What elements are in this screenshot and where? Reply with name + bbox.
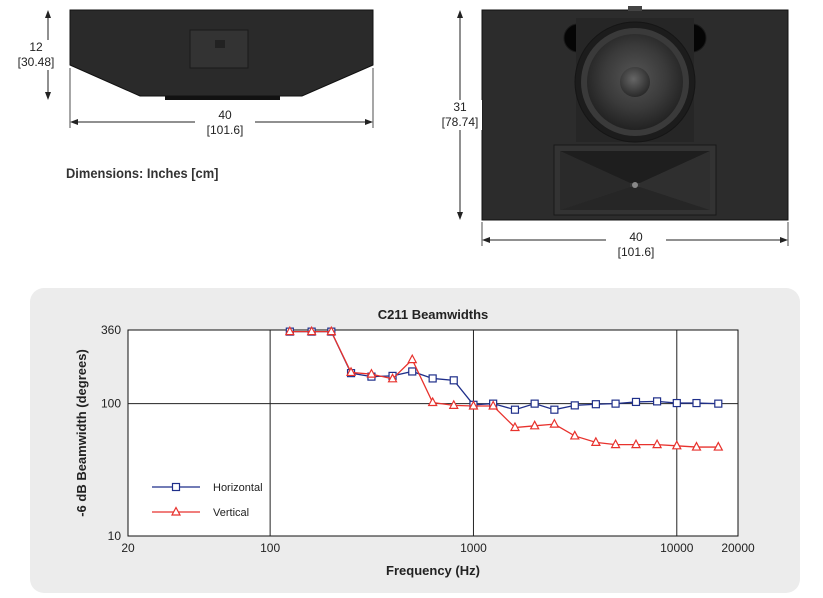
- data-point-horizontal: [591, 400, 600, 409]
- data-point-horizontal: [692, 398, 701, 408]
- series-line-horizontal: [289, 330, 719, 411]
- top-view-height-cm: [30.48]: [17, 55, 55, 69]
- front-view-top-handle: [628, 6, 642, 11]
- series-vertical: [284, 325, 724, 451]
- x-tick-label: 20: [121, 541, 135, 555]
- data-point-vertical: [448, 399, 459, 409]
- top-view-svg: [45, 9, 374, 128]
- data-point-vertical: [590, 436, 601, 446]
- data-point-horizontal: [714, 399, 723, 408]
- data-point-vertical: [488, 400, 499, 410]
- top-view-height-inches: 12: [29, 40, 43, 54]
- data-point-vertical: [610, 438, 621, 449]
- legend-marker-vertical: [171, 506, 181, 516]
- y-tick-label: 10: [108, 529, 122, 543]
- data-point-vertical: [529, 420, 540, 430]
- front-view-horn-side-right: [640, 151, 710, 210]
- front-view-height-arrow-top: [457, 10, 463, 18]
- data-point-horizontal: [570, 401, 579, 410]
- data-point-vertical: [427, 396, 438, 407]
- y-tick-label: 360: [101, 323, 121, 337]
- top-view-height-arrow-bottom: [45, 92, 51, 100]
- data-point-horizontal: [428, 374, 437, 383]
- data-point-vertical: [306, 325, 317, 336]
- data-point-horizontal: [652, 397, 662, 406]
- series-line-vertical: [289, 330, 719, 448]
- x-tick-label: 1000: [460, 541, 487, 555]
- front-view-svg: [457, 6, 789, 246]
- top-view-width-inches: 40: [218, 108, 232, 122]
- data-point-vertical: [630, 438, 641, 449]
- front-view-drawing: [440, 0, 820, 270]
- data-point-vertical: [569, 430, 580, 440]
- front-view-width-cm: [101.6]: [617, 245, 655, 259]
- front-view-horn-throat: [632, 182, 638, 188]
- data-point-vertical: [366, 368, 377, 378]
- dimensions-caption: Dimensions: Inches [cm]: [66, 165, 219, 181]
- front-view-height-inches: 31: [453, 100, 467, 114]
- top-view-connector-plate: [189, 29, 249, 69]
- top-view-height-label: 12 [30.48]: [14, 40, 58, 70]
- x-axis-label: Frequency (Hz): [386, 563, 480, 578]
- y-tick-labels: 360 100 10: [101, 323, 121, 543]
- front-view-width-inches: 40: [629, 230, 643, 244]
- top-view-connector: [215, 40, 225, 48]
- x-tick-label: 10000: [660, 541, 694, 555]
- data-point-horizontal: [672, 398, 681, 408]
- front-view-height-arrow-bottom: [457, 212, 463, 220]
- front-view-width-arrow-right: [780, 237, 788, 243]
- data-point-vertical: [671, 440, 682, 450]
- data-point-horizontal: [530, 399, 539, 408]
- chart-title: C211 Beamwidths: [378, 307, 489, 322]
- front-view-woofer-dustcap: [620, 67, 650, 97]
- data-point-horizontal: [631, 397, 641, 407]
- data-point-horizontal: [510, 405, 520, 414]
- data-point-vertical: [407, 353, 418, 364]
- top-view-width-label: 40 [101.6]: [195, 108, 255, 138]
- beamwidth-chart-svg: C211 Beamwidths 20 100 1000 10000 20000 360 1…: [74, 307, 755, 578]
- chart-legend: Horizontal Vertical: [152, 482, 263, 519]
- data-point-vertical: [509, 421, 520, 432]
- data-point-horizontal: [550, 405, 559, 414]
- data-point-horizontal: [449, 376, 458, 385]
- front-view-horn-mouth-lower: [560, 187, 710, 210]
- x-tick-labels: 20 100 1000 10000 20000: [121, 541, 755, 555]
- front-view-height-label: 31 [78.74]: [438, 100, 482, 130]
- beamwidth-chart: C211 Beamwidths 20 100 1000 10000 20000 360 1…: [30, 288, 800, 593]
- legend-label-horizontal: Horizontal: [213, 482, 263, 494]
- top-view-width-cm: [101.6]: [206, 123, 244, 137]
- front-view-horn-side-left: [560, 151, 630, 210]
- data-point-vertical: [387, 373, 398, 383]
- data-point-vertical: [284, 325, 295, 336]
- data-point-vertical: [652, 438, 663, 449]
- top-view-drawing: [40, 0, 400, 140]
- y-axis-label: -6 dB Beamwidth (degrees): [74, 349, 89, 517]
- top-view-width-arrow-right: [365, 119, 373, 125]
- data-point-vertical: [713, 441, 724, 451]
- front-view-width-arrow-left: [482, 237, 490, 243]
- data-point-horizontal: [611, 399, 620, 408]
- top-view-height-arrow-top: [45, 10, 51, 18]
- data-point-vertical: [326, 325, 337, 336]
- front-view-horn-mouth: [560, 151, 710, 183]
- legend-label-vertical: Vertical: [213, 507, 249, 519]
- data-point-horizontal: [408, 367, 417, 376]
- legend-marker-horizontal: [171, 482, 181, 492]
- front-view-width-label: 40 [101.6]: [606, 230, 666, 260]
- x-tick-label: 20000: [721, 541, 755, 555]
- data-point-vertical: [346, 366, 357, 377]
- top-view-base: [165, 96, 280, 100]
- data-point-vertical: [691, 441, 702, 451]
- data-point-vertical: [549, 418, 560, 428]
- y-tick-label: 100: [101, 397, 121, 411]
- top-view-width-arrow-left: [70, 119, 78, 125]
- plot-area: [127, 329, 739, 537]
- front-view-height-cm: [78.74]: [441, 115, 479, 129]
- data-point-vertical: [468, 400, 479, 410]
- x-tick-label: 100: [260, 541, 280, 555]
